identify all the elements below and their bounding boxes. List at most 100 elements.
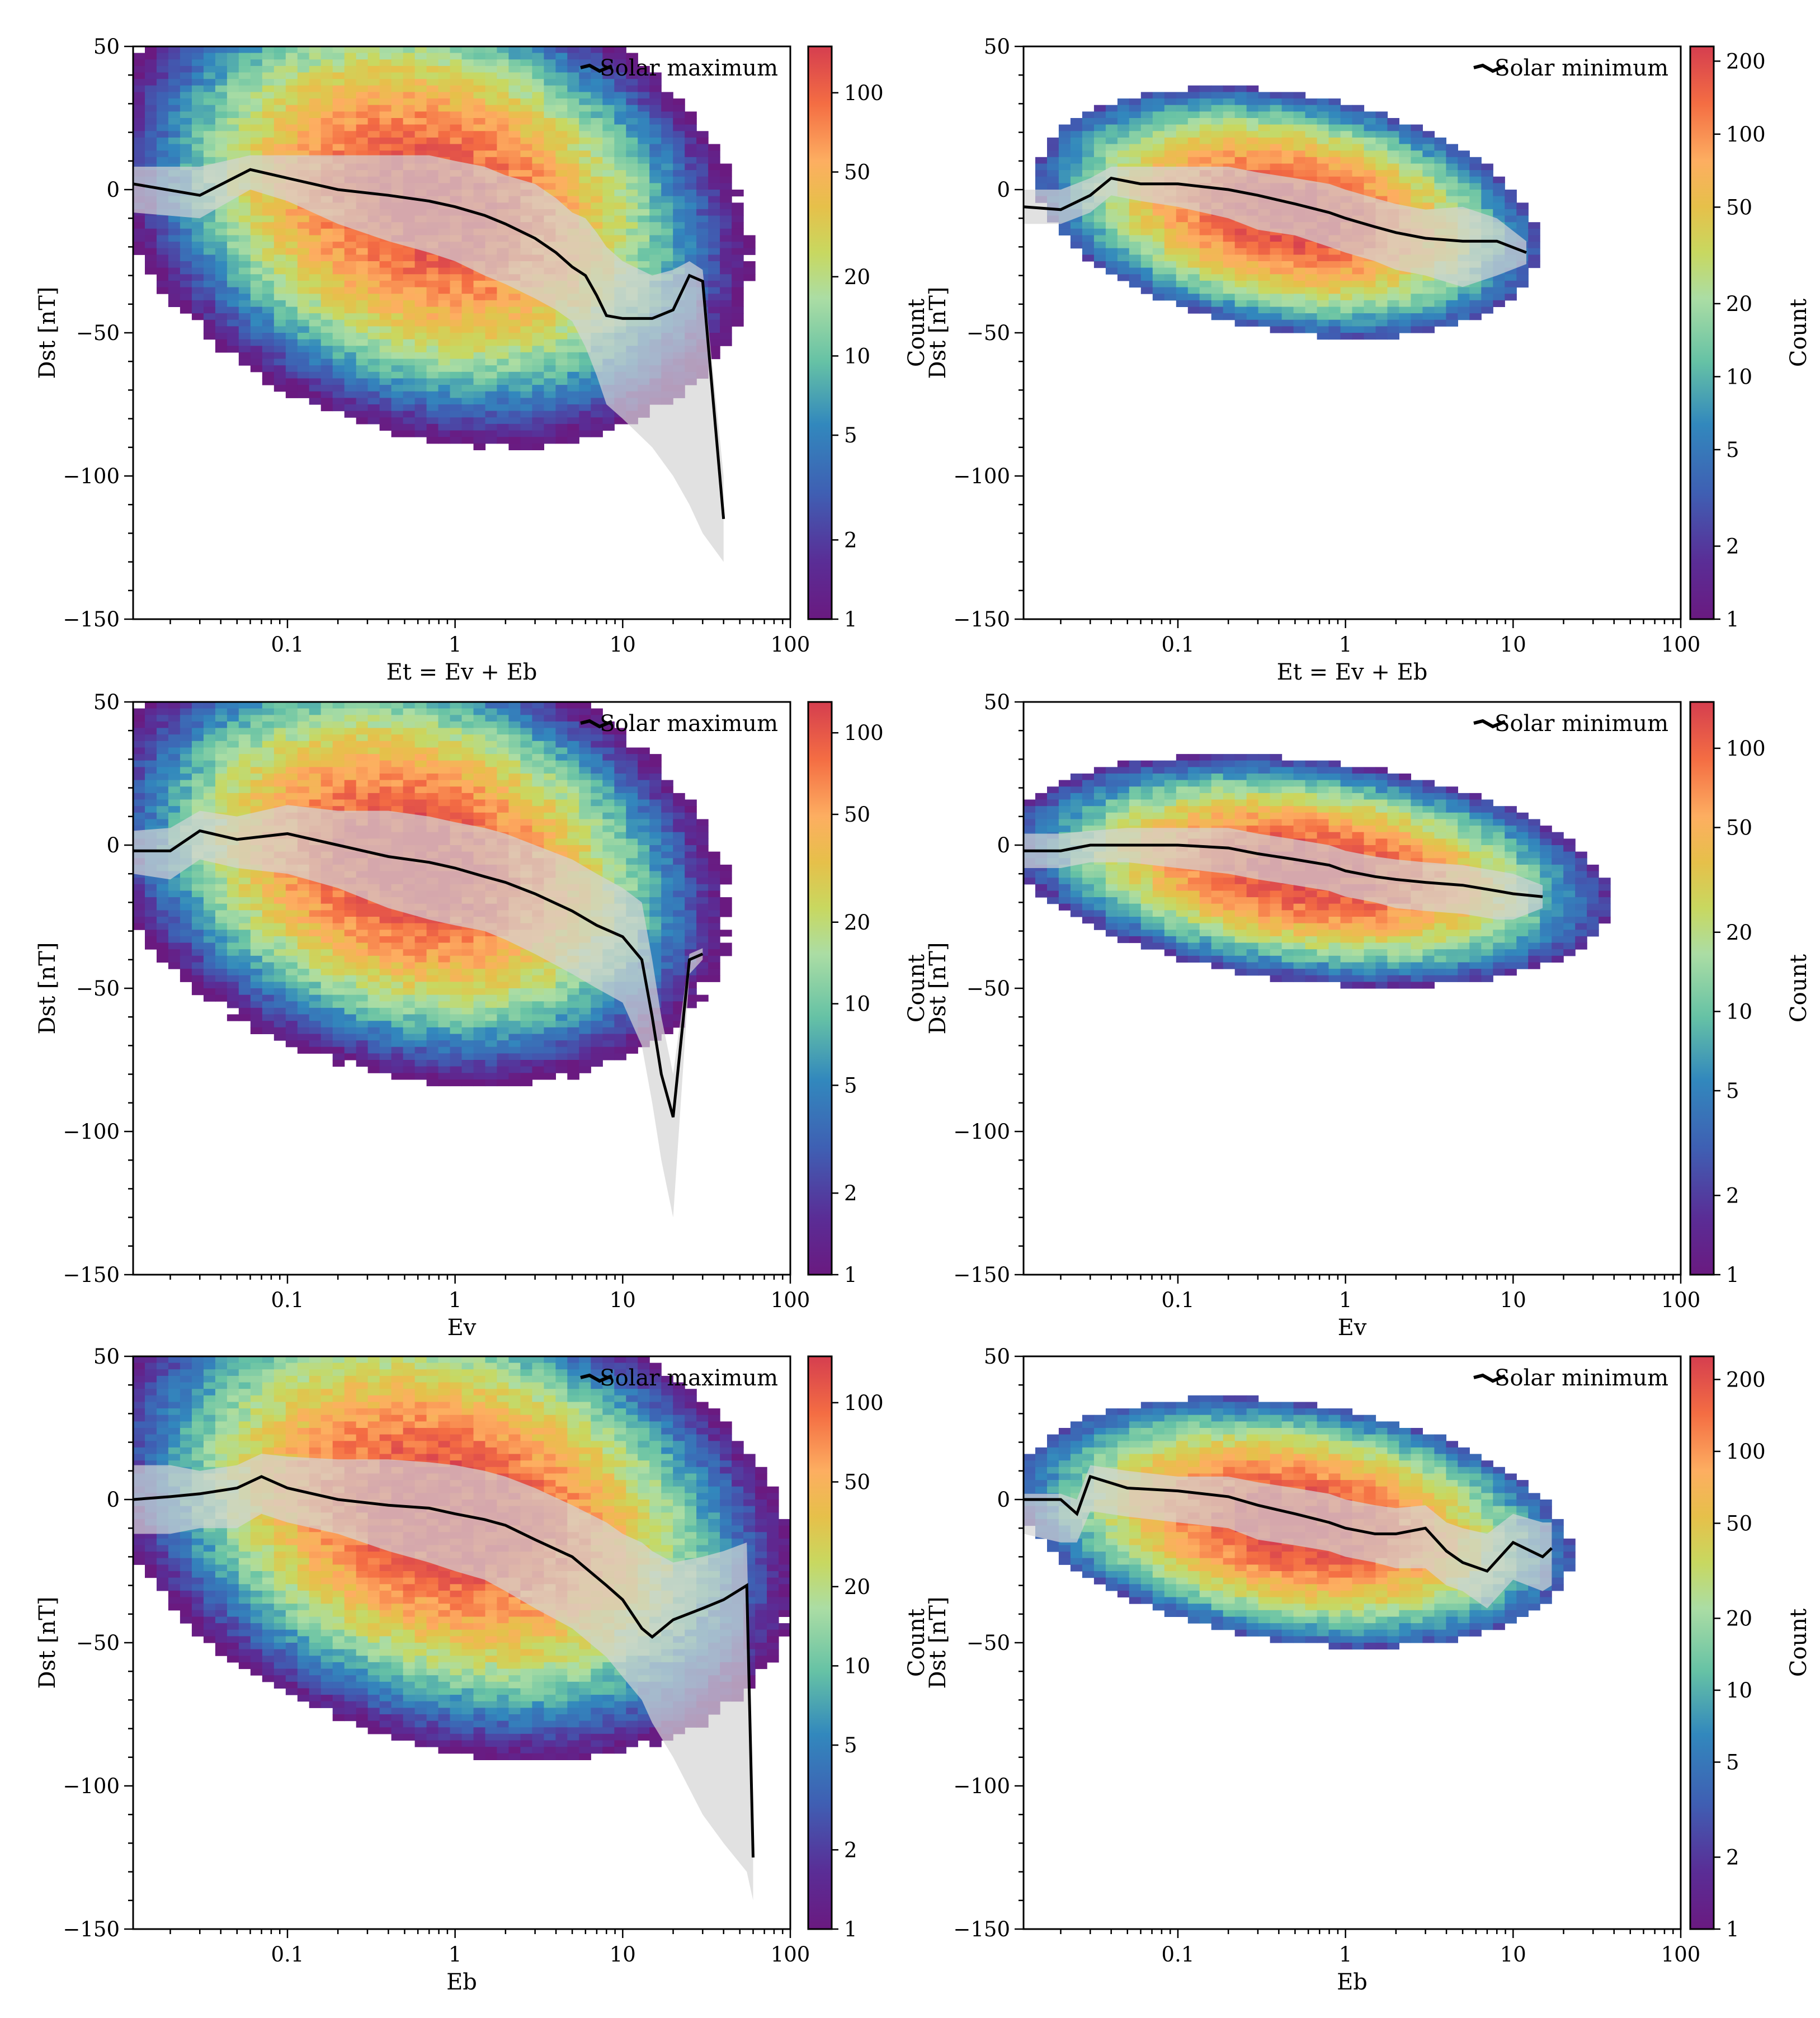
heatmap-cell xyxy=(1258,157,1271,164)
colorbar-tick-label: 2 xyxy=(844,528,857,552)
heatmap-cell xyxy=(238,728,251,735)
heatmap-cell xyxy=(1305,319,1318,327)
heatmap-cell xyxy=(1281,300,1294,307)
heatmap-cell xyxy=(145,98,157,106)
heatmap-cell xyxy=(1270,313,1283,320)
heatmap-cell xyxy=(203,131,216,138)
heatmap-cell xyxy=(1270,261,1283,268)
heatmap-cell xyxy=(309,111,322,119)
heatmap-cell xyxy=(450,319,463,327)
heatmap-cell xyxy=(614,105,626,112)
heatmap-cell xyxy=(1293,280,1306,288)
heatmap-cell xyxy=(1328,294,1341,301)
heatmap-cell xyxy=(1434,202,1446,210)
heatmap-cell xyxy=(450,359,463,366)
heatmap-cell xyxy=(720,196,732,203)
heatmap-cell xyxy=(157,157,169,164)
heatmap-cell xyxy=(157,53,169,60)
heatmap-cell xyxy=(320,955,333,963)
heatmap-cell xyxy=(579,352,591,360)
heatmap-cell xyxy=(215,105,228,112)
heatmap-cell xyxy=(414,261,427,268)
heatmap-cell xyxy=(367,352,380,360)
heatmap-cell xyxy=(438,385,451,392)
heatmap-cell xyxy=(438,267,451,275)
heatmap-cell xyxy=(1164,235,1177,242)
heatmap-cell xyxy=(426,124,439,131)
heatmap-cell xyxy=(379,313,392,320)
heatmap-cell xyxy=(1469,176,1482,183)
heatmap-cell xyxy=(708,196,720,203)
heatmap-cell xyxy=(180,287,192,294)
heatmap-cell xyxy=(1070,163,1083,171)
heatmap-cell xyxy=(297,799,310,807)
heatmap-cell xyxy=(1399,144,1411,151)
heatmap-cell xyxy=(309,274,322,281)
heatmap-cell xyxy=(579,411,591,418)
heatmap-cell xyxy=(414,274,427,281)
heatmap-cell xyxy=(1258,150,1271,158)
heatmap-cell xyxy=(145,85,157,92)
heatmap-cell xyxy=(403,378,416,385)
heatmap-cell xyxy=(391,46,404,54)
heatmap-cell xyxy=(309,982,322,989)
heatmap-cell xyxy=(191,235,204,242)
heatmap-cell xyxy=(1446,157,1458,164)
heatmap-cell xyxy=(1152,111,1165,119)
heatmap-cell xyxy=(532,443,544,450)
heatmap-cell xyxy=(356,111,369,119)
heatmap-cell xyxy=(1223,300,1236,307)
heatmap-cell xyxy=(332,385,345,392)
heatmap-cell xyxy=(1093,157,1106,164)
heatmap-cell xyxy=(403,391,416,398)
heatmap-cell xyxy=(320,917,333,924)
heatmap-cell xyxy=(180,949,192,956)
heatmap-cell xyxy=(215,780,228,787)
heatmap-cell xyxy=(191,878,204,885)
heatmap-cell xyxy=(227,767,239,774)
heatmap-cell xyxy=(320,261,333,268)
heatmap-cell xyxy=(215,799,228,807)
heatmap-cell xyxy=(227,267,239,275)
heatmap-cell xyxy=(1305,111,1318,119)
heatmap-cell xyxy=(1422,287,1435,294)
heatmap-cell xyxy=(1246,261,1259,268)
heatmap-cell xyxy=(450,287,463,294)
heatmap-cell xyxy=(191,897,204,904)
heatmap-cell xyxy=(485,411,498,418)
heatmap-cell xyxy=(1117,248,1130,255)
heatmap-cell xyxy=(438,79,451,86)
heatmap-cell xyxy=(508,443,521,450)
heatmap-cell xyxy=(1187,85,1200,92)
heatmap-cell xyxy=(297,92,310,99)
heatmap-cell xyxy=(1152,248,1165,255)
heatmap-cell xyxy=(485,118,498,125)
heatmap-cell xyxy=(544,319,556,327)
heatmap-cell xyxy=(708,190,720,197)
heatmap-cell xyxy=(391,398,404,405)
heatmap-cell xyxy=(238,137,251,145)
spread-band-1 xyxy=(133,155,724,562)
heatmap-cell xyxy=(191,59,204,67)
heatmap-cell xyxy=(262,274,275,281)
heatmap-cell xyxy=(1258,254,1271,262)
heatmap-cell xyxy=(145,708,157,715)
heatmap-cell xyxy=(215,936,228,944)
heatmap-cell xyxy=(285,248,298,255)
heatmap-cell xyxy=(1140,235,1153,242)
heatmap-cell xyxy=(1258,300,1271,307)
heatmap-cell xyxy=(262,734,275,742)
heatmap-cell xyxy=(1152,280,1165,288)
heatmap-cell xyxy=(297,65,310,73)
heatmap-cell xyxy=(262,942,275,950)
heatmap-cell xyxy=(1164,222,1177,229)
heatmap-cell xyxy=(262,969,275,976)
heatmap-cell xyxy=(555,131,568,138)
heatmap-cell xyxy=(638,118,650,125)
heatmap-cell xyxy=(238,274,251,281)
heatmap-cell xyxy=(262,92,275,99)
heatmap-cell xyxy=(544,98,556,106)
heatmap-cell xyxy=(520,150,532,158)
heatmap-cell xyxy=(344,319,357,327)
heatmap-cell xyxy=(708,170,720,177)
